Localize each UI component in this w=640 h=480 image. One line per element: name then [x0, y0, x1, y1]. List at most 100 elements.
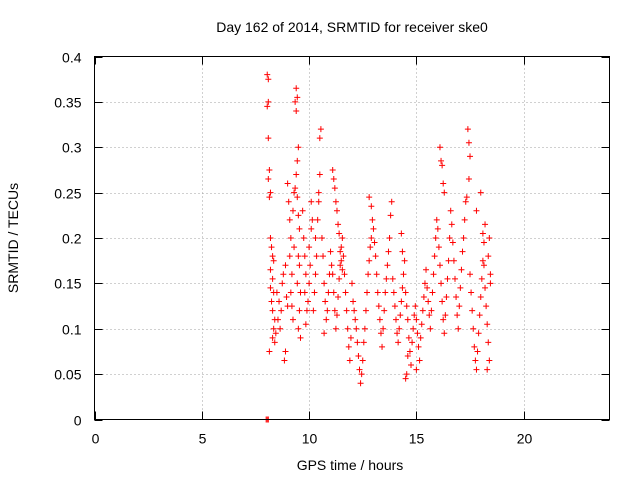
data-point — [293, 107, 300, 114]
y-axis-label: SRMTID / TECUs — [5, 183, 21, 293]
data-point — [279, 280, 286, 287]
data-point — [402, 375, 409, 382]
data-point — [345, 343, 352, 350]
data-point — [339, 235, 346, 241]
data-point — [312, 271, 319, 278]
data-point — [440, 180, 447, 187]
x-tick-label: 10 — [302, 431, 318, 447]
data-point — [366, 194, 373, 201]
data-point — [434, 225, 441, 232]
data-point — [268, 244, 275, 251]
data-point — [458, 266, 465, 273]
data-point — [284, 180, 291, 187]
data-point — [465, 139, 472, 146]
data-point — [266, 194, 273, 201]
data-point — [283, 293, 290, 300]
data-point — [485, 339, 492, 346]
data-point — [271, 339, 278, 346]
data-point — [291, 189, 298, 196]
data-point — [295, 144, 302, 151]
data-point — [415, 343, 422, 350]
data-point — [461, 216, 468, 223]
data-point — [333, 207, 340, 214]
data-point — [296, 225, 303, 232]
data-point — [423, 266, 430, 273]
data-point — [321, 330, 328, 337]
x-tick-label: 0 — [92, 431, 100, 447]
data-point — [480, 239, 487, 246]
data-point — [350, 298, 357, 305]
data-point — [403, 303, 410, 310]
data-point — [429, 289, 436, 296]
data-point — [398, 230, 405, 237]
data-point — [477, 293, 484, 300]
data-point — [301, 253, 308, 260]
data-point — [265, 98, 272, 105]
data-point — [406, 348, 413, 355]
data-point — [486, 235, 493, 241]
data-point — [389, 275, 396, 282]
data-point — [287, 235, 294, 241]
data-point — [269, 307, 276, 314]
data-point — [424, 284, 431, 291]
data-point — [293, 171, 300, 178]
data-point — [274, 316, 281, 323]
data-point — [412, 303, 419, 310]
data-point — [377, 330, 384, 337]
tick-layer: 0 0.05 0.1 0.15 0.2 0.25 0.3 0.35 0.4 0 5 10 15 20 — [54, 50, 610, 447]
data-point — [325, 289, 332, 296]
data-point — [321, 280, 328, 287]
data-point — [459, 248, 466, 255]
data-point — [302, 271, 309, 278]
data-point — [335, 293, 342, 300]
data-point — [335, 221, 342, 228]
data-point — [374, 289, 381, 296]
data-point — [410, 325, 417, 332]
data-point — [265, 135, 272, 142]
data-point — [336, 275, 343, 282]
data-point — [372, 253, 379, 260]
data-point — [313, 253, 320, 260]
data-point — [482, 221, 489, 228]
data-point — [332, 198, 339, 205]
data-point — [267, 189, 274, 196]
data-point — [330, 176, 337, 183]
data-point — [292, 98, 299, 105]
data-point — [316, 171, 323, 178]
data-point — [427, 325, 434, 332]
data-point — [472, 357, 479, 364]
data-point — [484, 366, 491, 373]
data-point — [392, 316, 399, 323]
data-point — [295, 212, 302, 219]
data-point — [413, 366, 420, 373]
data-point — [445, 257, 452, 264]
data-point — [311, 289, 318, 296]
data-point — [343, 307, 350, 314]
data-point — [426, 312, 433, 319]
data-point — [401, 257, 408, 264]
data-point — [267, 284, 274, 291]
data-point — [452, 275, 458, 282]
data-point — [386, 235, 393, 241]
data-point — [370, 225, 377, 232]
data-point — [384, 262, 391, 269]
data-point — [294, 194, 301, 201]
data-point — [293, 85, 300, 92]
data-point — [341, 271, 348, 278]
chart-title: Day 162 of 2014, SRMTID for receiver ske… — [216, 19, 488, 35]
data-point — [323, 316, 330, 323]
data-point — [432, 235, 439, 241]
data-point — [366, 257, 373, 264]
data-point — [294, 94, 301, 101]
data-point — [399, 284, 406, 291]
data-point — [308, 225, 315, 232]
data-point — [482, 284, 489, 291]
data-point — [280, 271, 287, 278]
data-point — [467, 271, 474, 278]
data-point — [301, 289, 308, 296]
data-point — [364, 289, 371, 296]
data-point — [264, 103, 271, 110]
data-point — [365, 271, 372, 278]
data-point — [276, 298, 283, 305]
data-point — [438, 157, 445, 164]
